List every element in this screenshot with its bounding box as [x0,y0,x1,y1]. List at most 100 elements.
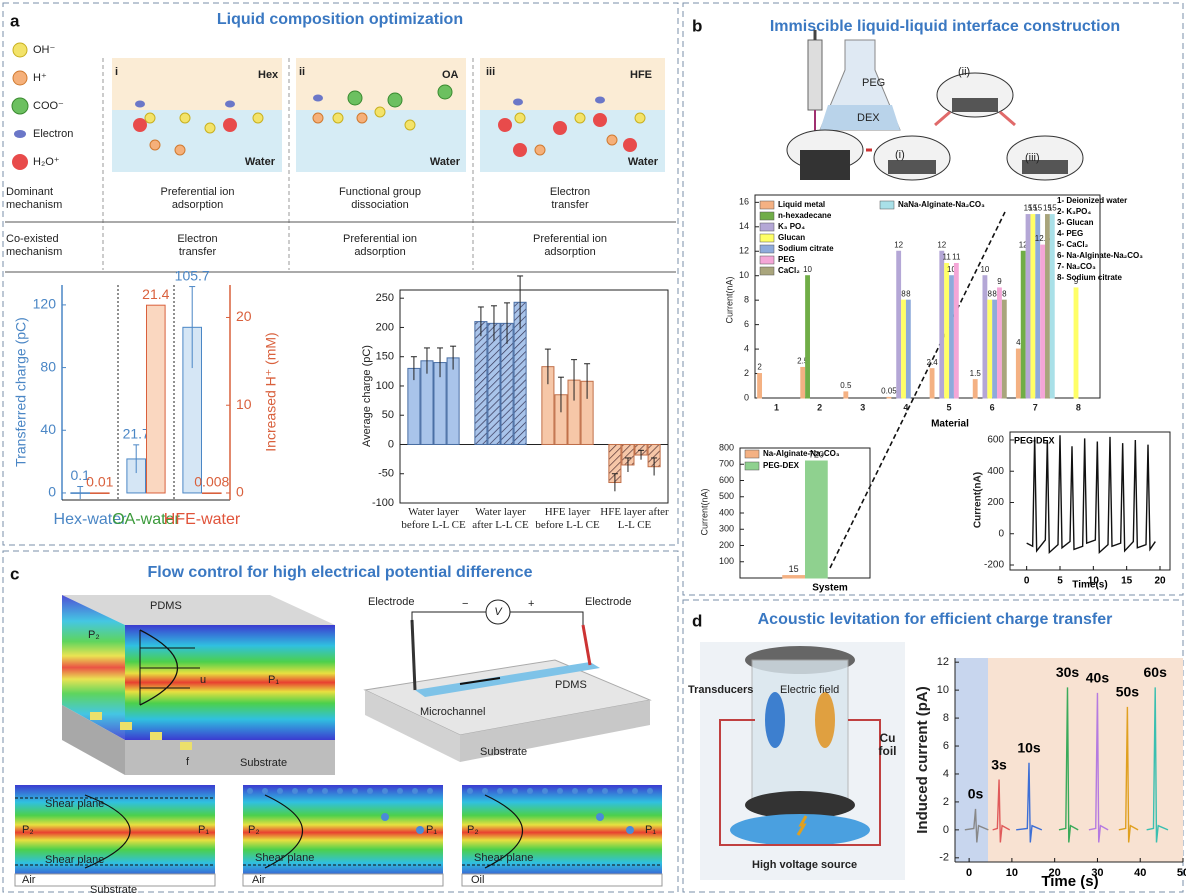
block-label: P₂ [88,629,100,641]
block-label: Substrate [240,757,287,769]
legend-label: Sodium citrate [778,244,834,253]
block-label: PDMS [150,600,182,612]
y-axis-label: Current(nA) [724,276,734,323]
series-label: 60s [1144,664,1168,680]
bar [447,358,459,445]
y-tick-label: -2 [939,852,949,864]
bar [1016,349,1020,398]
panel-title: Acoustic levitation for efficient charge… [758,611,1113,628]
y-tick-label: 2 [744,368,749,378]
value-label: 9 [997,277,1002,286]
legend-label: H₂O⁺ [33,156,60,168]
bar [1021,251,1025,398]
value-label: 21.4 [142,286,169,302]
x-tick-label: 10 [1006,867,1018,879]
case-bottom: Water [628,156,659,168]
bg-band [955,658,988,862]
section-label: Shear plane [45,854,104,866]
x-axis-label: System [812,583,848,594]
series-label: 10s [1017,739,1041,755]
device-label: Electrode [585,596,631,608]
x-tick-label: 8 [1076,402,1081,412]
table-cell: Dominant mechanism [6,186,101,212]
legend-swatch [760,201,774,209]
bar [998,288,1002,398]
y-axis-label: Transferred charge (pC) [13,317,29,467]
line [1027,435,1156,552]
y-tick-label: 8 [943,712,949,724]
value-label: 0.05 [881,386,897,395]
legend-label: CaCl₂ [778,266,800,275]
legend-label: COO⁻ [33,100,64,112]
bar [902,300,906,398]
x-tick-label: 1 [774,402,779,412]
y-tick-label: 200 [987,497,1004,508]
ion-legend: OH⁻ H⁺ COO⁻ Electron H₂O⁺ [12,43,73,170]
series-label: 3s [991,756,1007,772]
value-label: 15 [1048,204,1057,213]
case-bottom: Water [430,156,461,168]
y-tick-label: 0 [236,484,244,500]
y-tick-label: 8 [744,295,749,305]
table-cell: Preferential ion adsorption [330,233,430,259]
y-tick-label: -100 [372,497,394,509]
cross-sections: Shear plane Shear plane P₂ P₁ Air Substr… [15,785,662,895]
y-tick-label: 200 [719,540,734,550]
legend-swatch [760,223,774,231]
bar [988,300,992,398]
y-tick-label: 400 [987,466,1004,477]
x-tick-label-box: Water layer after L-L CE [465,506,537,540]
y-tick-label: 40 [40,421,56,437]
bar [475,322,487,445]
legend-label: Glucan [778,233,805,242]
bar [1002,300,1006,398]
device-label: Electric field [780,684,839,696]
legend-swatch [745,450,759,458]
x-tick-label-box: Water layer before L-L CE [398,506,470,540]
legend-label: Electron [33,128,73,140]
x-tick-label: HFE layer before L-L CE [532,506,604,532]
device-label: Transducers [688,684,753,696]
bar [1050,215,1054,398]
bar [1074,288,1078,398]
y-tick-label: 0 [388,438,394,450]
material-key: 8- Sodium citrate [1057,273,1122,282]
y-tick-label: 10 [236,396,252,412]
series-label: 50s [1116,684,1140,700]
case-top: HFE [630,69,652,81]
table-cell: Electron transfer [168,233,228,259]
value-label: 4 [1016,338,1021,347]
legend-swatch [760,234,774,242]
x-tick-label: HFE-water [164,511,241,528]
legend-label: Na-Alginate-Na₂CO₃ [763,449,840,458]
value-label: 15 [1033,204,1042,213]
x-tick-label-box: HFE layer before L-L CE [532,506,604,540]
panel-title: Liquid composition optimization [217,11,463,28]
value-label: 0.008 [194,474,229,490]
y-tick-label: 120 [33,296,57,312]
x-tick-label: 2 [817,402,822,412]
device-label: Electrode [368,596,414,608]
y-tick-label: 0 [998,528,1004,539]
device-label: Substrate [480,746,527,758]
bar [973,380,977,398]
value-label: 15 [789,564,799,574]
x-tick-label: 0 [1024,576,1030,587]
panel-letter: d [692,611,702,630]
bar [801,367,805,398]
legend-label: NaNa-Alginate-Na₂CO₃ [898,200,985,209]
y-tick-label: 250 [376,292,394,304]
value-label: 2 [757,363,762,372]
bar [147,305,166,493]
panel-title: Immiscible liquid-liquid interface const… [770,18,1120,35]
y-tick-label: 800 [719,442,734,452]
y-tick-label: 100 [376,380,394,392]
section-label: Shear plane [474,852,533,864]
legend-label: PEG [778,255,795,264]
case-numeral: i [115,66,118,78]
case-bottom: Water [245,156,276,168]
device-label: PDMS [555,679,587,691]
bar [906,300,910,398]
device-drawing: Electrode V − + Electrode PDMS Microchan… [365,596,650,762]
case-top: Hex [258,69,279,81]
